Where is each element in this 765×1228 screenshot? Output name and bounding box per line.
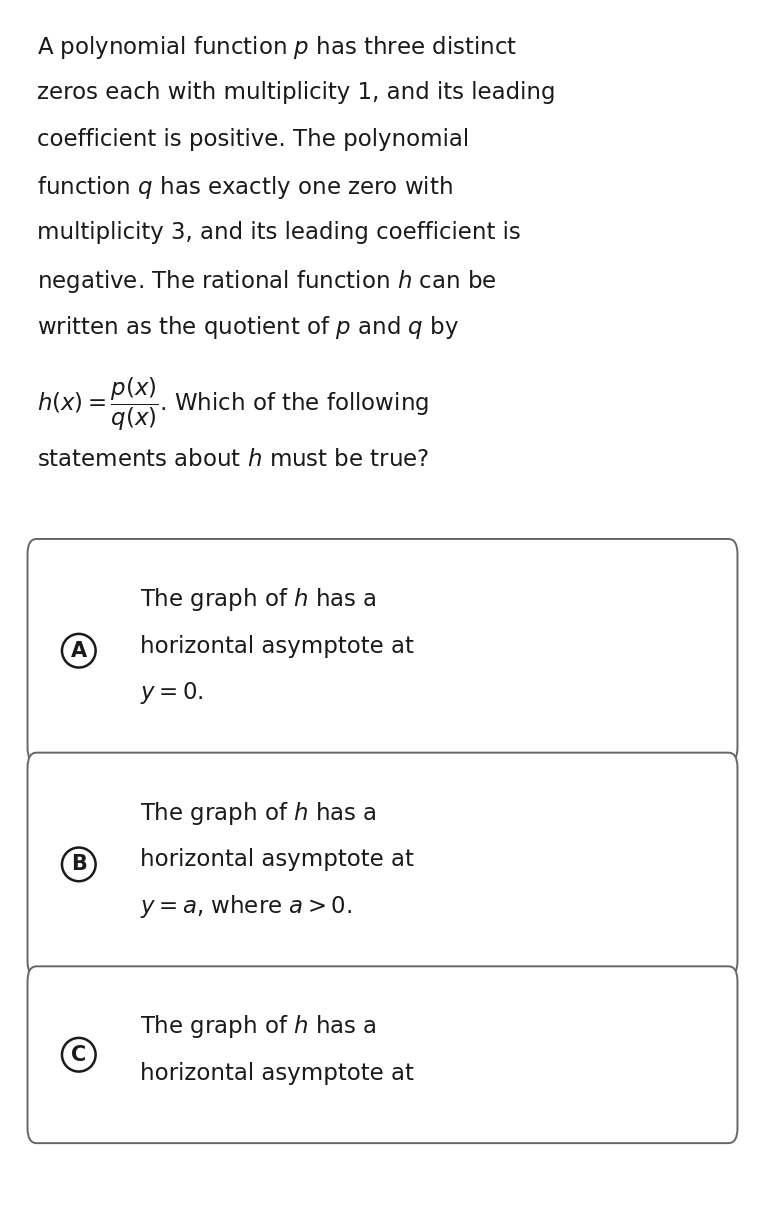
Text: statements about $h$ must be true?: statements about $h$ must be true? bbox=[37, 448, 429, 472]
Text: B: B bbox=[71, 855, 86, 874]
Text: zeros each with multiplicity 1, and its leading: zeros each with multiplicity 1, and its … bbox=[37, 81, 555, 104]
Text: A polynomial function $p$ has three distinct: A polynomial function $p$ has three dist… bbox=[37, 34, 517, 61]
Text: function $q$ has exactly one zero with: function $q$ has exactly one zero with bbox=[37, 174, 453, 201]
Text: multiplicity 3, and its leading coefficient is: multiplicity 3, and its leading coeffici… bbox=[37, 221, 520, 244]
Text: $h(x) = \dfrac{p(x)}{q(x)}$. Which of the following: $h(x) = \dfrac{p(x)}{q(x)}$. Which of th… bbox=[37, 376, 428, 433]
Text: horizontal asymptote at: horizontal asymptote at bbox=[140, 635, 414, 657]
Text: $y = a$, where $a > 0$.: $y = a$, where $a > 0$. bbox=[140, 893, 353, 920]
Text: coefficient is positive. The polynomial: coefficient is positive. The polynomial bbox=[37, 128, 469, 151]
FancyBboxPatch shape bbox=[28, 753, 737, 976]
Text: written as the quotient of $p$ and $q$ by: written as the quotient of $p$ and $q$ b… bbox=[37, 314, 459, 341]
Text: $y = 0$.: $y = 0$. bbox=[140, 680, 203, 706]
Text: horizontal asymptote at: horizontal asymptote at bbox=[140, 849, 414, 871]
Text: A: A bbox=[70, 641, 87, 661]
FancyBboxPatch shape bbox=[28, 539, 737, 763]
Text: negative. The rational function $h$ can be: negative. The rational function $h$ can … bbox=[37, 268, 496, 295]
Text: The graph of $h$ has a: The graph of $h$ has a bbox=[140, 586, 376, 613]
Text: C: C bbox=[71, 1045, 86, 1065]
Text: The graph of $h$ has a: The graph of $h$ has a bbox=[140, 799, 376, 826]
Text: horizontal asymptote at: horizontal asymptote at bbox=[140, 1062, 414, 1084]
Text: The graph of $h$ has a: The graph of $h$ has a bbox=[140, 1013, 376, 1040]
FancyBboxPatch shape bbox=[28, 966, 737, 1143]
